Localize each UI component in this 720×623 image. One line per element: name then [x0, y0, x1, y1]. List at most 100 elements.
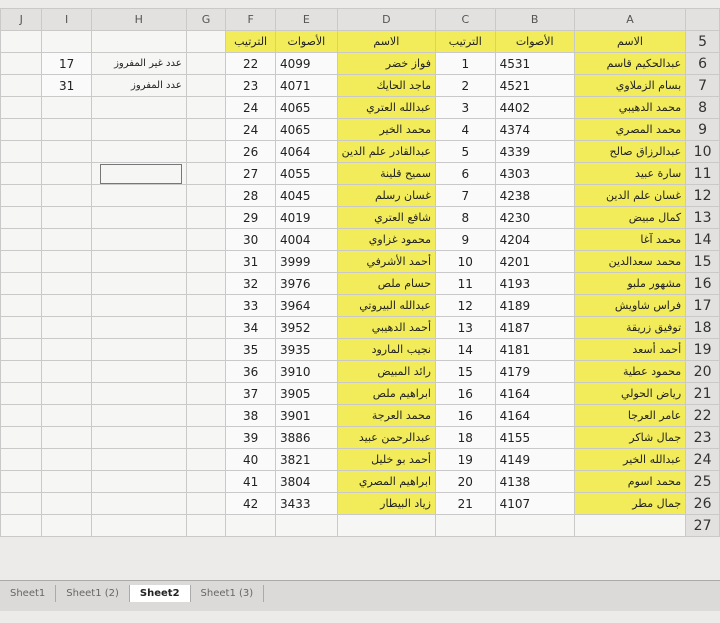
sheet-tab[interactable]: Sheet1 (2)	[56, 585, 130, 602]
candidate-name: سارة عبيد	[573, 162, 687, 185]
rank: 34	[225, 316, 277, 339]
cell	[0, 228, 43, 251]
cell	[41, 184, 92, 207]
vote-count: 4107	[494, 492, 575, 515]
row-number: 26	[685, 492, 720, 515]
column-title: الترتيب	[435, 30, 496, 53]
row-number: 18	[685, 316, 720, 339]
cell	[185, 162, 227, 185]
rank: 15	[435, 360, 496, 383]
cell	[185, 514, 227, 537]
candidate-name: شافع العتري	[336, 206, 437, 229]
cell	[41, 470, 92, 493]
row-number: 16	[685, 272, 720, 295]
cell	[435, 514, 496, 537]
cell	[41, 426, 92, 449]
cell	[0, 404, 43, 427]
candidate-name: رائد المبيض	[336, 360, 437, 383]
candidate-name: حسام ملص	[336, 272, 437, 295]
row-number: 9	[685, 118, 720, 141]
candidate-name: فراس شاويش	[573, 294, 687, 317]
sheet-tab[interactable]: Sheet1 (3)	[191, 585, 265, 602]
candidate-name: عبدالله العتري	[336, 96, 437, 119]
row-number: 23	[685, 426, 720, 449]
candidate-name: محمد الخير	[336, 118, 437, 141]
cell	[41, 492, 92, 515]
cell	[0, 470, 43, 493]
candidate-name: محمد المصري	[573, 118, 687, 141]
cell	[185, 404, 227, 427]
vote-count: 4339	[494, 140, 575, 163]
cell	[41, 338, 92, 361]
row-number: 21	[685, 382, 720, 405]
candidate-name: عبدالقادر علم الدين	[336, 140, 437, 163]
sheet-tab[interactable]: Sheet2	[129, 585, 191, 602]
rank: 18	[435, 426, 496, 449]
cell	[41, 448, 92, 471]
vote-count: 4164	[494, 404, 575, 427]
rank: 39	[225, 426, 277, 449]
rank: 29	[225, 206, 277, 229]
rank: 40	[225, 448, 277, 471]
cell	[41, 272, 92, 295]
rank: 10	[435, 250, 496, 273]
vote-count: 4065	[275, 118, 338, 141]
rank: 41	[225, 470, 277, 493]
sheet-tab[interactable]: Sheet1	[0, 585, 57, 602]
vote-count: 4019	[275, 206, 338, 229]
candidate-name: عبدالرزاق صالح	[573, 140, 687, 163]
cell	[185, 184, 227, 207]
vote-count: 4402	[494, 96, 575, 119]
candidate-name: غسان رسلم	[336, 184, 437, 207]
cell	[185, 382, 227, 405]
column-title: الاسم	[336, 30, 437, 53]
vote-count: 3433	[275, 492, 338, 515]
candidate-name: كمال مبيض	[573, 206, 687, 229]
cell	[0, 52, 43, 75]
vote-count: 4055	[275, 162, 338, 185]
rank: 28	[225, 184, 277, 207]
vote-count: 3910	[275, 360, 338, 383]
cell	[185, 272, 227, 295]
cell	[185, 74, 227, 97]
cell	[185, 426, 227, 449]
note-value: 17	[41, 52, 92, 75]
row-number: 17	[685, 294, 720, 317]
cell	[41, 118, 92, 141]
candidate-name: عبدالحكيم قاسم	[573, 52, 687, 75]
cell	[185, 140, 227, 163]
row-number: 10	[685, 140, 720, 163]
rank: 2	[435, 74, 496, 97]
candidate-name: محمد آغا	[573, 228, 687, 251]
vote-count: 3886	[275, 426, 338, 449]
candidate-name: زياد البيطار	[336, 492, 437, 515]
vote-count: 4064	[275, 140, 338, 163]
rank: 5	[435, 140, 496, 163]
vote-count: 4193	[494, 272, 575, 295]
row-number: 5	[685, 30, 720, 53]
rank: 23	[225, 74, 277, 97]
vote-count: 4204	[494, 228, 575, 251]
rank: 30	[225, 228, 277, 251]
rank: 16	[435, 382, 496, 405]
cell	[41, 140, 92, 163]
rank: 3	[435, 96, 496, 119]
column-header: E	[275, 8, 338, 31]
rank: 11	[435, 272, 496, 295]
vote-count: 4045	[275, 184, 338, 207]
rank: 31	[225, 250, 277, 273]
rank: 22	[225, 52, 277, 75]
cell	[41, 360, 92, 383]
row-number: 25	[685, 470, 720, 493]
row-number: 8	[685, 96, 720, 119]
rank: 24	[225, 96, 277, 119]
row-number: 24	[685, 448, 720, 471]
column-header: F	[225, 8, 277, 31]
vote-count: 4155	[494, 426, 575, 449]
column-header: I	[41, 8, 92, 31]
vote-count: 4138	[494, 470, 575, 493]
vote-count: 4181	[494, 338, 575, 361]
vote-count: 3821	[275, 448, 338, 471]
row-number: 12	[685, 184, 720, 207]
cell	[90, 448, 187, 471]
